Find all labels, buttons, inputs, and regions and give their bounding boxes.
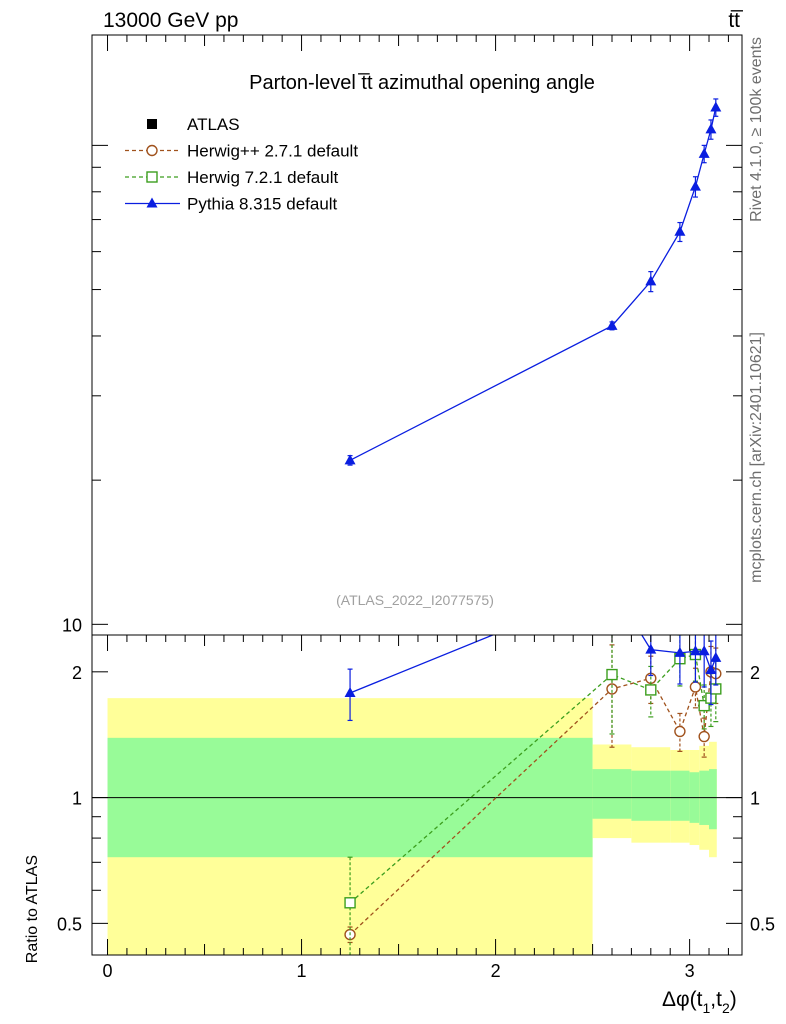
ratio-error-herwig-7-2-1-default-0 [347,856,353,955]
legend-entry-atlas: ATLAS [147,115,240,134]
ratio-y-tick-label-left-2: 2 [72,663,82,683]
data-point-pythia-8-315-default-4 [689,180,701,191]
legend-marker-pythia-8-315-default [146,197,158,208]
x-axis-label: Δφ(t1,t2) [662,988,737,1016]
top-y-tick-labels: 10 [62,615,82,635]
legend-marker-herwig-7-2-1-default [146,171,158,183]
ratio-y-tick-label-left-1: 1 [72,789,82,809]
ratio-point-herwig-2-7-1-default-4 [689,681,702,693]
ratio-point-herwig-2-7-1-default-5 [698,730,710,743]
data-point-pythia-8-315-default-7 [710,101,722,112]
ratio-axis-ticks: 0.5 0.5 1 1 2 2 0 1 2 3 [57,35,775,981]
legend-marker-atlas [147,119,157,129]
source-label: mcplots.cern.ch [arXiv:2401.10621] [748,332,765,583]
watermark: (ATLAS_2022_I2077575) [336,592,494,608]
ratio-point-pythia-8-315-default-4 [689,645,701,656]
ratio-point-pythia-8-315-default-6 [705,664,717,675]
ratio-point-herwig-7-2-1-default-2 [645,684,657,696]
ratio-point-pythia-8-315-default-5 [698,645,710,656]
ratio-error-herwig-2-7-1-default-5 [701,717,707,758]
process-label: tt̅ [728,9,744,32]
ratio-y-axis-label: Ratio to ATLAS [24,855,41,963]
data-point-pythia-8-315-default-2 [645,275,657,286]
legend-label-pythia-8-315-default: Pythia 8.315 default [187,195,338,214]
ratio-point-herwig-2-7-1-default-3 [674,725,686,738]
inner-band-2 [631,770,671,821]
ratio-point-pythia-8-315-default-7 [710,651,722,662]
ratio-point-herwig-2-7-1-default-1 [606,683,618,695]
inner-band-6 [709,769,717,830]
energy-label: 13000 GeV pp [103,9,238,32]
data-point-pythia-8-315-default-1 [606,319,618,330]
ratio-plot-frame [91,634,743,956]
legend: ATLAS Herwig++ 2.7.1 default Herwig 7.2.1 … [125,115,358,214]
legend-label-herwig-7-2-1-default: Herwig 7.2.1 default [187,168,338,187]
ratio-point-herwig-7-2-1-default-5 [698,699,710,712]
top-y-tick-label-0: 10 [62,615,82,635]
main-plot-area [344,98,722,466]
ratio-line-herwig-2-7-1-default [349,670,717,936]
inner-band-1 [592,769,632,819]
legend-label-herwig-2-7-1-default: Herwig++ 2.7.1 default [187,142,358,161]
x-tick-label-2: 2 [491,961,501,981]
x-tick-label-1: 1 [297,961,307,981]
main-plot-panel: Parton-level t̅t azimuthal opening angle… [62,34,743,636]
inner-band-3 [670,770,690,821]
ratio-point-pythia-8-315-default-3 [674,646,686,657]
ratio-point-pythia-8-315-default-2 [645,643,657,654]
x-tick-label-0: 0 [103,961,113,981]
data-point-pythia-8-315-default-3 [674,225,686,236]
ratio-y-tick-label-left-0: 0.5 [57,914,82,934]
ratio-error-pythia-8-315-default-1 [610,581,615,592]
ratio-point-herwig-7-2-1-default-1 [606,668,618,681]
series-line-pythia-8-315-default [349,107,717,461]
ratio-error-herwig-7-2-1-default-1 [609,635,615,735]
top-axis-ticks [92,144,742,625]
legend-marker-herwig-2-7-1-default [146,144,158,157]
ratio-y-tick-label-right-0: 0.5 [750,914,775,934]
ratio-point-pythia-8-315-default-1 [607,581,618,591]
chart-title: Parton-level t̅t azimuthal opening angle [249,72,595,94]
ratio-y-tick-label-right-2: 2 [750,663,760,683]
data-point-pythia-8-315-default-6 [705,123,717,134]
legend-entry-herwig-2-7-1-default: Herwig++ 2.7.1 default [125,142,358,161]
ratio-point-herwig-7-2-1-default-0 [344,897,356,909]
ratio-plot-area [92,581,742,955]
data-point-pythia-8-315-default-0 [344,454,356,465]
legend-label-atlas: ATLAS [187,115,240,134]
rivet-label: Rivet 4.1.0, ≥ 100k events [748,37,765,222]
legend-entry-herwig-7-2-1-default: Herwig 7.2.1 default [125,168,338,187]
data-point-pythia-8-315-default-5 [698,147,710,158]
ratio-plot-panel: 0.5 0.5 1 1 2 2 0 1 2 3 Ratio to ATLAS Δφ(t1,t2) [24,35,775,1016]
legend-entry-pythia-8-315-default: Pythia 8.315 default [125,195,338,214]
ratio-error-herwig-2-7-1-default-3 [677,712,683,752]
x-tick-label-3: 3 [685,961,695,981]
ratio-point-pythia-8-315-default-0 [344,686,356,697]
ratio-y-tick-label-right-1: 1 [750,789,760,809]
